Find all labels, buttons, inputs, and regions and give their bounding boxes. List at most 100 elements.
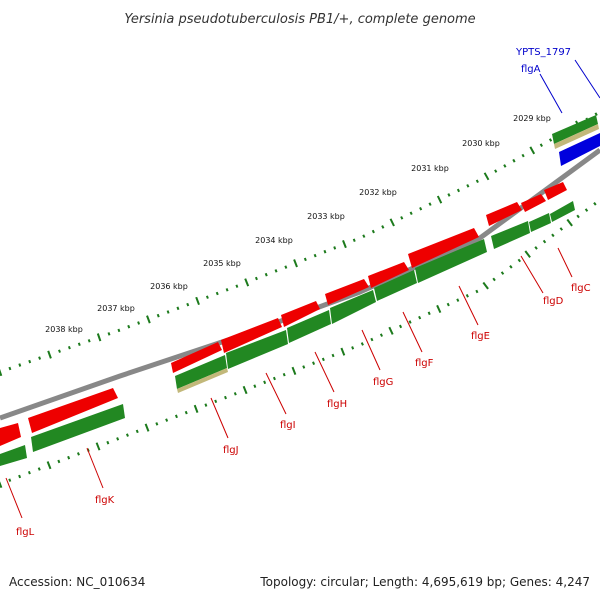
kbp-label: 2036 kbp [150,282,188,291]
scale-tick [293,259,298,268]
gene-flgi-arrow[interactable] [281,301,320,327]
gene-flgd-arrow[interactable] [521,194,546,212]
scale-tick [408,320,412,324]
scale-tick [465,293,469,298]
gene-flgg-arrow[interactable] [368,262,409,288]
scale-tick [419,206,423,211]
scale-tick [225,288,229,292]
scale-tick [482,281,489,290]
scale-tick [18,363,22,367]
scale-tick [360,342,364,346]
scale-tick [500,271,505,275]
cds-bar[interactable] [226,330,288,369]
scale-tick [174,414,178,419]
inner-scale-ticks [0,202,597,489]
cds-bar[interactable] [330,290,376,324]
cds-bar[interactable] [287,310,331,343]
scale-tick [559,227,564,231]
map-title: Yersinia pseudotuberculosis PB1/+, compl… [124,12,475,27]
gene-partial-arrow[interactable] [0,423,21,446]
cds-bar[interactable] [31,404,125,452]
gene-label-flgl[interactable]: flgL [16,527,35,538]
scale-tick [67,455,71,460]
scale-tick [512,158,516,163]
scale-tick [351,346,355,350]
forward-genes [0,182,567,446]
gene-flgc-arrow[interactable] [544,182,567,200]
cds-bar[interactable] [529,213,551,232]
gene-labels: YPTS_1797 flgA flgC flgD flgE flgF flgG … [16,47,591,538]
scale-tick [156,313,160,318]
cds-bar[interactable] [415,239,487,283]
scale-tick [116,437,120,441]
scale-tick [566,218,573,227]
gene-label-flge[interactable]: flgE [471,331,490,342]
scale-tick [272,376,276,381]
gene-ypts-1797-arrow[interactable] [559,133,600,166]
scale-tick [254,276,258,281]
scale-tick [466,184,470,188]
gene-flgj-arrow[interactable] [221,318,282,353]
gene-flge-arrow[interactable] [486,202,522,226]
scale-tick [77,342,81,347]
cds-bar[interactable] [374,270,417,301]
scale-tick [594,112,598,116]
scale-tick [125,433,129,437]
gene-label-flgd[interactable]: flgD [543,296,564,307]
scale-tick [379,333,384,337]
scale-tick [381,225,385,229]
gene-flgl-arrow[interactable] [28,388,118,433]
scale-tick [323,249,327,254]
cds-tan-bar [177,368,228,393]
scale-tick [584,208,589,212]
gene-label-flgk[interactable]: flgK [95,495,115,506]
cds-features [0,201,575,466]
scale-tick [184,410,188,415]
scale-tick [224,395,227,400]
cds-bar[interactable] [491,221,530,249]
scale-tick [333,246,337,250]
scale-tick [57,459,61,464]
label-leaders [5,59,600,519]
scale-tick [235,284,239,288]
cds-flga-tan [554,124,599,149]
scale-tick [352,238,356,242]
scale-tick [186,302,190,307]
scale-tick [87,339,91,343]
gene-label-flgf[interactable]: flgF [415,358,434,369]
kbp-label: 2030 kbp [462,139,500,148]
gene-label-flgi[interactable]: flgI [280,420,296,431]
gene-label-flgj[interactable]: flgJ [223,445,239,456]
scale-tick [106,440,110,445]
scale-tick [96,333,102,342]
scale-tick [146,315,151,324]
scale-tick [388,326,394,335]
cds-bar[interactable] [0,445,27,466]
gene-flgk-arrow[interactable] [171,342,222,373]
scale-tick [312,361,316,365]
kbp-label: 2033 kbp [307,212,345,221]
gene-label-ypts-1797[interactable]: YPTS_1797 [515,47,571,58]
cds-flga-bar[interactable] [552,115,598,144]
gene-label-flgc[interactable]: flgC [571,283,591,294]
gene-label-flgh[interactable]: flgH [327,399,347,410]
scale-tick [483,172,490,181]
gene-label-flgg[interactable]: flgG [373,377,393,388]
scale-tick [503,164,507,168]
topology-text: Topology: circular; Length: 4,695,619 bp… [260,575,590,589]
scale-tick [427,311,431,316]
scale-tick [593,202,597,206]
scale-tick [135,429,139,434]
scale-tick [37,467,41,471]
scale-tick [195,296,200,306]
gene-label-flga[interactable]: flgA [521,64,541,75]
kbp-label: 2035 kbp [203,259,241,268]
scale-tick [244,278,250,287]
cds-bar[interactable] [550,201,575,222]
gene-flgf-arrow[interactable] [408,228,479,268]
gene-flgh-arrow[interactable] [325,279,369,305]
cds-bar[interactable] [175,355,227,389]
scale-tick [253,384,257,388]
scale-tick [264,272,268,277]
